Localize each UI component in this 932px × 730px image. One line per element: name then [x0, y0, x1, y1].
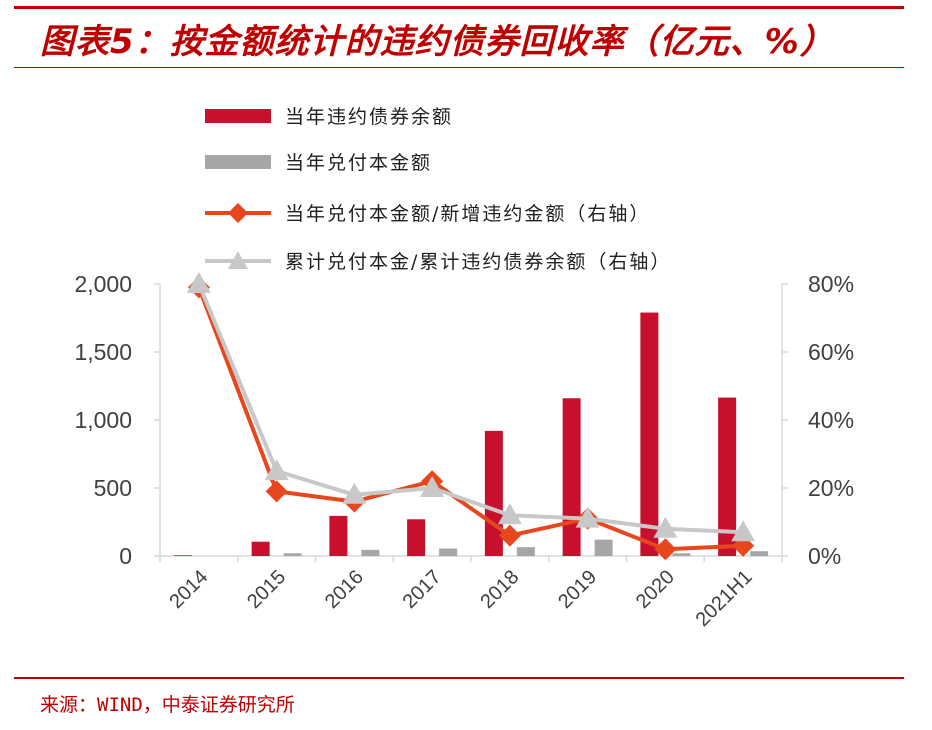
- cumulative-point-2016: [342, 482, 367, 504]
- x-tick-label: 2014: [165, 566, 212, 613]
- bar-repaid-2019: [594, 539, 613, 556]
- legend-swatch-1: [205, 155, 271, 169]
- y-tick-label: 0: [119, 543, 132, 569]
- bar-default-2014: [173, 555, 192, 556]
- bar-repaid-2016: [361, 549, 380, 556]
- page-title: 图表5：按金额统计的违约债券回收率（亿元、%）: [40, 22, 835, 62]
- bar-repaid-2017: [439, 548, 458, 556]
- y-tick-label: 500: [94, 475, 132, 501]
- cumulative-point-2018: [497, 503, 522, 525]
- cumulative-point-2015: [264, 459, 289, 480]
- bar-default-2017: [407, 519, 426, 556]
- bar-repaid-2020: [672, 553, 691, 556]
- ratio-line: [197, 286, 744, 552]
- top-rule: [14, 6, 904, 9]
- y2-tick-label: 60%: [808, 339, 854, 365]
- cumulative-point-2019: [575, 506, 600, 528]
- bar-default-2016: [329, 515, 348, 556]
- bottom-rule: [14, 677, 904, 679]
- y2-tick-label: 40%: [808, 407, 854, 433]
- legend-marker-2: [228, 203, 248, 223]
- x-tick-label: 2021H1: [692, 566, 757, 631]
- legend-label-3: 累计兑付本金/累计违约债券余额（右轴）: [285, 251, 671, 273]
- y2-tick-label: 0%: [808, 543, 841, 569]
- bar-repaid-2021H1: [750, 551, 769, 556]
- title-rule: [14, 67, 904, 68]
- bar-repaid-2015: [283, 553, 302, 556]
- x-tick-label: 2019: [554, 566, 601, 613]
- y-tick-label: 2,000: [74, 271, 132, 297]
- x-tick-label: 2017: [399, 566, 446, 613]
- x-tick-label: 2020: [632, 566, 679, 613]
- x-tick-label: 2018: [476, 566, 523, 613]
- bar-default-2020: [640, 312, 659, 556]
- ratio-point-2020: [654, 538, 677, 561]
- legend-label-2: 当年兑付本金额/新增违约金额（右轴）: [285, 203, 650, 225]
- bar-default-2018: [484, 430, 503, 556]
- x-tick-label: 2016: [321, 566, 368, 613]
- bar-default-2021H1: [718, 397, 737, 556]
- cumulative-point-2017: [420, 476, 445, 497]
- source-note: 来源：WIND，中泰证券研究所: [40, 694, 295, 716]
- x-tick-label: 2015: [243, 566, 290, 613]
- bar-default-2019: [562, 398, 581, 556]
- legend-label-0: 当年违约债券余额: [285, 106, 453, 128]
- ratio-point-2015: [265, 480, 288, 503]
- bar-default-2015: [251, 541, 270, 556]
- y2-tick-label: 20%: [808, 475, 854, 501]
- cumulative-point-2014: [186, 272, 211, 293]
- y2-tick-label: 80%: [808, 271, 854, 297]
- cumulative-line: [197, 283, 744, 535]
- legend-marker-3: [228, 251, 248, 269]
- bar-repaid-2018: [516, 547, 535, 556]
- cumulative-point-2021H1: [731, 520, 756, 542]
- legend-swatch-0: [205, 109, 271, 123]
- cumulative-point-2020: [653, 516, 678, 538]
- ratio-point-2018: [498, 524, 521, 547]
- y-tick-label: 1,500: [74, 339, 132, 365]
- y-tick-label: 1,000: [74, 407, 132, 433]
- legend-label-1: 当年兑付本金额: [285, 152, 432, 174]
